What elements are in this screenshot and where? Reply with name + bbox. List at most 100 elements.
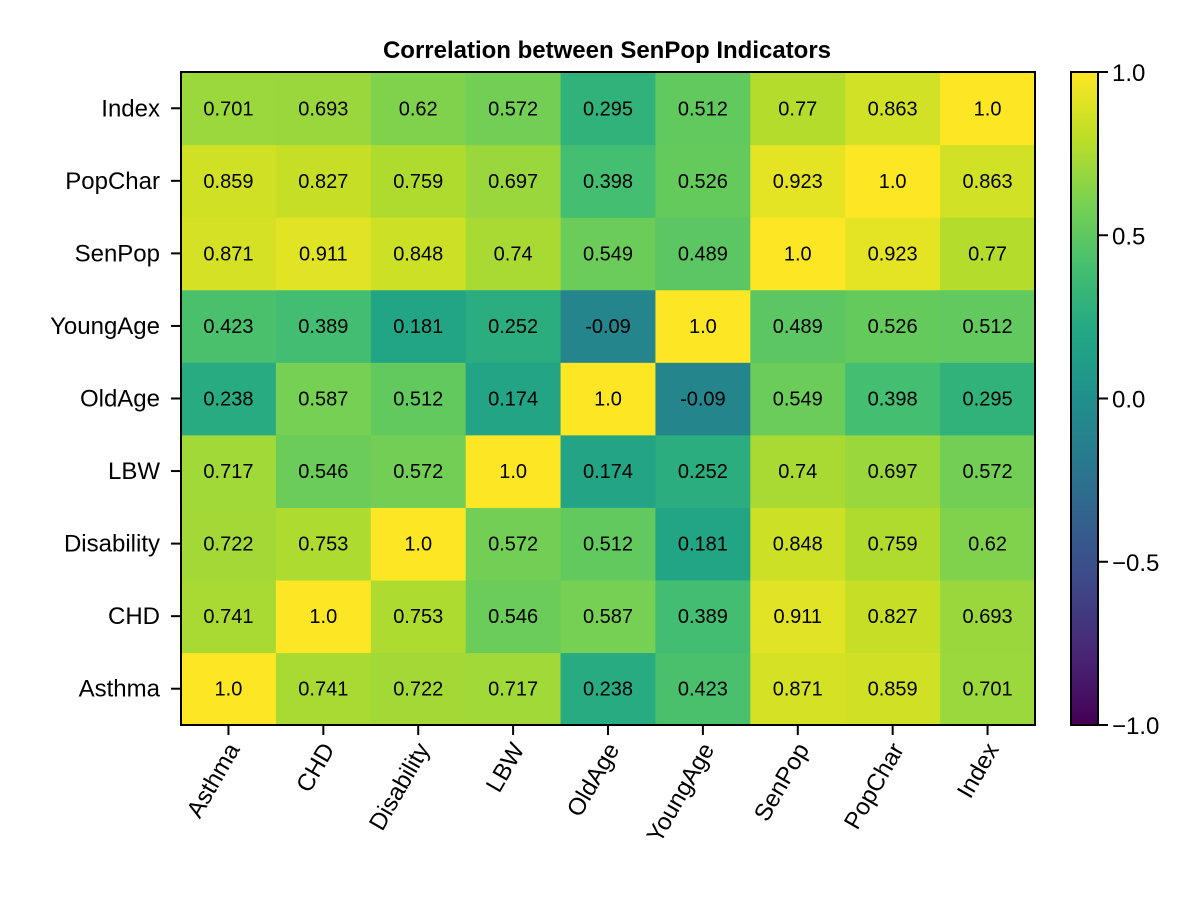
cell-value-label-Disability-Asthma: 0.722 (203, 534, 253, 556)
x-tick-label-LBW: LBW (481, 738, 531, 797)
heatmap-cell-OldAge-SenPop (750, 362, 846, 436)
cell-value-label-SenPop-Asthma: 0.871 (203, 243, 253, 265)
heatmap-cell-CHD-OldAge (560, 579, 657, 654)
cell-value-label-YoungAge-Disability: 0.181 (393, 316, 443, 338)
heatmap-cell-Asthma-LBW (465, 652, 562, 726)
colorbar: 1.0 0.5 0.0 −0.5 −1.0 (1070, 60, 1159, 740)
heatmap-cell-Asthma-Disability (370, 652, 467, 726)
cell-value-label-SenPop-SenPop: 1.0 (784, 243, 812, 265)
cell-value-label-SenPop-PopChar: 0.923 (868, 243, 918, 265)
chart-title: Correlation between SenPop Indicators (383, 37, 831, 64)
heatmap-cell-YoungAge-LBW (465, 289, 562, 363)
heatmap-cell-Disability-YoungAge (655, 507, 751, 581)
cell-value-label-Asthma-PopChar: 0.859 (868, 679, 918, 701)
y-tick-label-Disability: Disability (64, 531, 160, 558)
cell-value-label-Index-SenPop: 0.77 (778, 98, 817, 120)
heatmap-cell-YoungAge-PopChar (845, 289, 941, 363)
heatmap-cell-LBW-OldAge (560, 434, 657, 508)
cell-value-label-CHD-CHD: 1.0 (309, 606, 337, 628)
cell-value-label-PopChar-CHD: 0.827 (298, 171, 348, 193)
cell-value-label-Asthma-LBW: 0.717 (488, 679, 538, 701)
heatmap-cell-LBW-CHD (275, 434, 372, 508)
cell-value-label-OldAge-SenPop: 0.549 (773, 389, 823, 411)
cell-value-label-LBW-LBW: 1.0 (499, 461, 527, 483)
cell-value-label-PopChar-LBW: 0.697 (488, 171, 538, 193)
heatmap-cell-Index-Index (940, 72, 1036, 146)
heatmap-cell-PopChar-OldAge (560, 144, 657, 218)
heatmap-cell-CHD-LBW (465, 579, 562, 654)
colorbar-tick-label-3: −0.5 (1112, 550, 1159, 577)
heatmap-cell-Asthma-SenPop (750, 652, 846, 726)
cell-value-label-Index-Disability: 0.62 (399, 98, 438, 120)
cell-value-label-OldAge-LBW: 0.174 (488, 389, 538, 411)
cell-value-label-LBW-Index: 0.572 (963, 461, 1013, 483)
y-tick-label-Asthma: Asthma (79, 676, 161, 703)
cell-value-label-YoungAge-CHD: 0.389 (298, 316, 348, 338)
x-tick-label-Asthma: Asthma (182, 738, 246, 823)
heatmap-cell-Index-SenPop (750, 72, 846, 146)
heatmap-cell-Index-PopChar (845, 72, 941, 146)
cell-value-label-Disability-PopChar: 0.759 (868, 534, 918, 556)
x-tick-label-OldAge: OldAge (562, 739, 625, 822)
heatmap-cell-PopChar-Index (940, 144, 1036, 218)
cell-value-label-CHD-PopChar: 0.827 (868, 606, 918, 628)
cell-value-label-YoungAge-SenPop: 0.489 (773, 316, 823, 338)
heatmap-cell-YoungAge-Index (940, 289, 1036, 363)
cell-value-label-OldAge-Asthma: 0.238 (203, 389, 253, 411)
cell-value-label-Disability-LBW: 0.572 (488, 534, 538, 556)
cell-value-label-SenPop-OldAge: 0.549 (583, 243, 633, 265)
heatmap-cell-SenPop-Index (940, 217, 1036, 291)
cell-value-label-Index-YoungAge: 0.512 (678, 98, 728, 120)
x-tick-label-YoungAge: YoungAge (642, 739, 720, 848)
heatmap-cell-Disability-SenPop (750, 507, 846, 581)
cell-value-label-Index-Index: 1.0 (974, 98, 1002, 120)
x-tick-label-CHD: CHD (291, 739, 340, 798)
y-tick-label-Index: Index (101, 95, 160, 122)
heatmap-cell-SenPop-CHD (275, 217, 372, 291)
cell-value-label-Asthma-CHD: 0.741 (298, 679, 348, 701)
heatmap-cell-Asthma-PopChar (845, 652, 941, 726)
heatmap-cell-SenPop-YoungAge (655, 217, 751, 291)
heatmap-cell-OldAge-LBW (465, 362, 562, 436)
y-tick-label-LBW: LBW (108, 458, 160, 485)
cell-value-label-LBW-Disability: 0.572 (393, 461, 443, 483)
heatmap-cell-Disability-Index (940, 507, 1036, 581)
colorbar-tick-label-4: −1.0 (1112, 713, 1159, 740)
cell-value-label-YoungAge-Index: 0.512 (963, 316, 1013, 338)
heatmap-cell-Index-Asthma (181, 72, 277, 146)
heatmap-cell-Disability-PopChar (845, 507, 941, 581)
cell-value-label-LBW-PopChar: 0.697 (868, 461, 918, 483)
cell-value-label-YoungAge-LBW: 0.252 (488, 316, 538, 338)
cell-value-label-Index-PopChar: 0.863 (868, 98, 918, 120)
heatmap-cell-OldAge-Asthma (181, 362, 277, 436)
x-tick-label-Disability: Disability (364, 739, 435, 836)
y-tick-label-PopChar: PopChar (65, 168, 160, 195)
heatmap-cell-LBW-YoungAge (655, 434, 751, 508)
heatmap-cell-Asthma-Asthma (181, 652, 277, 726)
cell-value-label-CHD-LBW: 0.546 (488, 606, 538, 628)
cell-value-label-OldAge-YoungAge: -0.09 (680, 389, 726, 411)
cell-value-label-CHD-Asthma: 0.741 (203, 606, 253, 628)
heatmap-cell-SenPop-PopChar (845, 217, 941, 291)
cell-value-label-Asthma-Disability: 0.722 (393, 679, 443, 701)
heatmap-cell-Index-LBW (465, 72, 562, 146)
cell-value-label-LBW-OldAge: 0.174 (583, 461, 633, 483)
cell-value-label-Index-Asthma: 0.701 (203, 98, 253, 120)
heatmap-cell-PopChar-LBW (465, 144, 562, 218)
cell-value-label-Disability-CHD: 0.753 (298, 534, 348, 556)
heatmap-cell-Index-Disability (370, 72, 467, 146)
cell-value-label-OldAge-PopChar: 0.398 (868, 389, 918, 411)
heatmap-cell-PopChar-CHD (275, 144, 372, 218)
heatmap-cells (181, 72, 1036, 726)
heatmap-cell-Asthma-OldAge (560, 652, 657, 726)
heatmap-cell-OldAge-OldAge (560, 362, 657, 436)
heatmap-cell-CHD-Asthma (181, 579, 277, 654)
heatmap-cell-Index-OldAge (560, 72, 657, 146)
cell-value-label-LBW-Asthma: 0.717 (203, 461, 253, 483)
cell-value-label-Asthma-YoungAge: 0.423 (678, 679, 728, 701)
cell-value-label-Disability-OldAge: 0.512 (583, 534, 633, 556)
colorbar-tick-label-1: 0.5 (1112, 223, 1145, 250)
heatmap-cell-Index-CHD (275, 72, 372, 146)
